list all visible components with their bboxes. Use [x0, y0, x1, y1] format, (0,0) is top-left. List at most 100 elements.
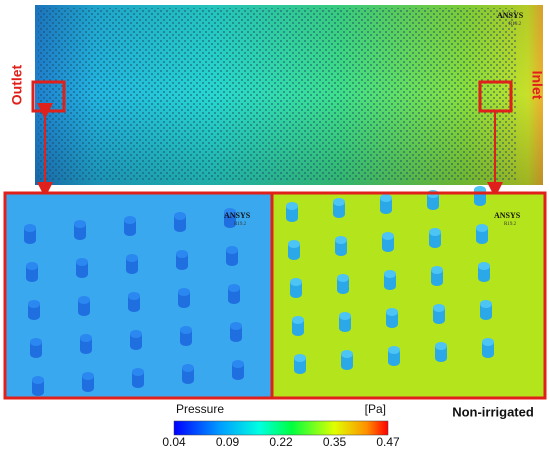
- colorbar-tick-label: 0.22: [269, 435, 293, 449]
- version: R19.2: [509, 22, 522, 27]
- pillar-top: [176, 250, 188, 258]
- pillar-top: [80, 334, 92, 342]
- pillar-top: [431, 266, 443, 274]
- pillar-top: [286, 202, 298, 210]
- inlet-label: Inlet: [529, 71, 545, 100]
- pillar-top: [339, 312, 351, 320]
- pillar-base: [292, 328, 304, 336]
- pillar-top: [228, 284, 240, 292]
- pillar-top: [478, 262, 490, 270]
- pillar-base: [178, 300, 190, 308]
- pillar-top: [290, 278, 302, 286]
- pillar-base: [124, 228, 136, 236]
- pillar-top: [337, 274, 349, 282]
- pillar-base: [128, 304, 140, 312]
- pillar-top: [476, 224, 488, 232]
- pillar-base: [386, 320, 398, 328]
- pillar-top: [132, 368, 144, 376]
- version: R19.2: [504, 222, 517, 227]
- pillar-top: [433, 304, 445, 312]
- pillar-top: [74, 220, 86, 228]
- pillar-base: [182, 376, 194, 384]
- pillar-top: [482, 338, 494, 346]
- pillar-top: [435, 342, 447, 350]
- pillar-top: [78, 296, 90, 304]
- outlet-label: Outlet: [9, 64, 25, 105]
- pillar-base: [76, 270, 88, 278]
- pillar-top: [480, 300, 492, 308]
- case-label: Non-irrigated: [452, 404, 534, 419]
- pillar-top: [24, 224, 36, 232]
- pillar-base: [32, 388, 44, 396]
- colorbar-title: Pressure: [176, 402, 224, 416]
- pillar-base: [174, 224, 186, 232]
- pillar-base: [290, 290, 302, 298]
- pillar-base: [431, 278, 443, 286]
- pillar-top: [28, 300, 40, 308]
- pillar-base: [30, 350, 42, 358]
- pillar-base: [226, 258, 238, 266]
- pillar-base: [427, 202, 439, 210]
- pillar-base: [341, 362, 353, 370]
- pillar-base: [180, 338, 192, 346]
- pillar-base: [480, 312, 492, 320]
- colorbar-tick-label: 0.04: [162, 435, 186, 449]
- pillar-top: [288, 240, 300, 248]
- pillar-base: [380, 206, 392, 214]
- pillar-base: [78, 308, 90, 316]
- pillar-top: [30, 338, 42, 346]
- zoom-right-bg: [272, 193, 545, 398]
- pillar-top: [335, 236, 347, 244]
- zoom-left: [5, 193, 272, 398]
- pillar-base: [176, 262, 188, 270]
- colorbar-unit: [Pa]: [365, 402, 386, 416]
- pillar-top: [180, 326, 192, 334]
- pillar-base: [388, 358, 400, 366]
- pillar-base: [474, 198, 486, 206]
- pillar-top: [178, 288, 190, 296]
- pillar-top: [126, 254, 138, 262]
- pillar-base: [126, 266, 138, 274]
- pillar-top: [333, 198, 345, 206]
- pillar-top: [224, 208, 236, 216]
- pillar-base: [74, 232, 86, 240]
- pillar-top: [76, 258, 88, 266]
- pillar-base: [232, 372, 244, 380]
- pillar-base: [288, 252, 300, 260]
- pillar-top: [382, 232, 394, 240]
- pillar-top: [82, 372, 94, 380]
- pillar-base: [435, 354, 447, 362]
- pillar-base: [80, 346, 92, 354]
- pillar-base: [482, 350, 494, 358]
- pillar-top: [232, 360, 244, 368]
- pillar-base: [26, 274, 38, 282]
- pillar-base: [382, 244, 394, 252]
- pillar-top: [32, 376, 44, 384]
- zoom-right-frame: [270, 191, 547, 400]
- pillar-base: [429, 240, 441, 248]
- pillar-base: [476, 236, 488, 244]
- pillar-base: [24, 236, 36, 244]
- pillar-base: [478, 274, 490, 282]
- pillar-base: [339, 324, 351, 332]
- zoom-right: [272, 186, 545, 398]
- logo: ANSYS: [497, 11, 524, 20]
- colorbar-ticks: 0.04 0.09 0.22 0.35 0.47: [162, 435, 400, 449]
- pillar-base: [294, 366, 306, 374]
- pillar-base: [433, 316, 445, 324]
- pillar-top: [292, 316, 304, 324]
- pillar-base: [228, 296, 240, 304]
- pillar-base: [384, 282, 396, 290]
- pillar-top: [226, 246, 238, 254]
- colorbar-tick-label: 0.47: [376, 435, 400, 449]
- pillar-base: [286, 214, 298, 222]
- pillar-top: [386, 308, 398, 316]
- pillar-base: [335, 248, 347, 256]
- pillar-top: [174, 212, 186, 220]
- logo: ANSYS: [494, 211, 521, 220]
- colorbar-tick-label: 0.35: [323, 435, 347, 449]
- colorbar: [173, 420, 389, 436]
- pillar-base: [230, 334, 242, 342]
